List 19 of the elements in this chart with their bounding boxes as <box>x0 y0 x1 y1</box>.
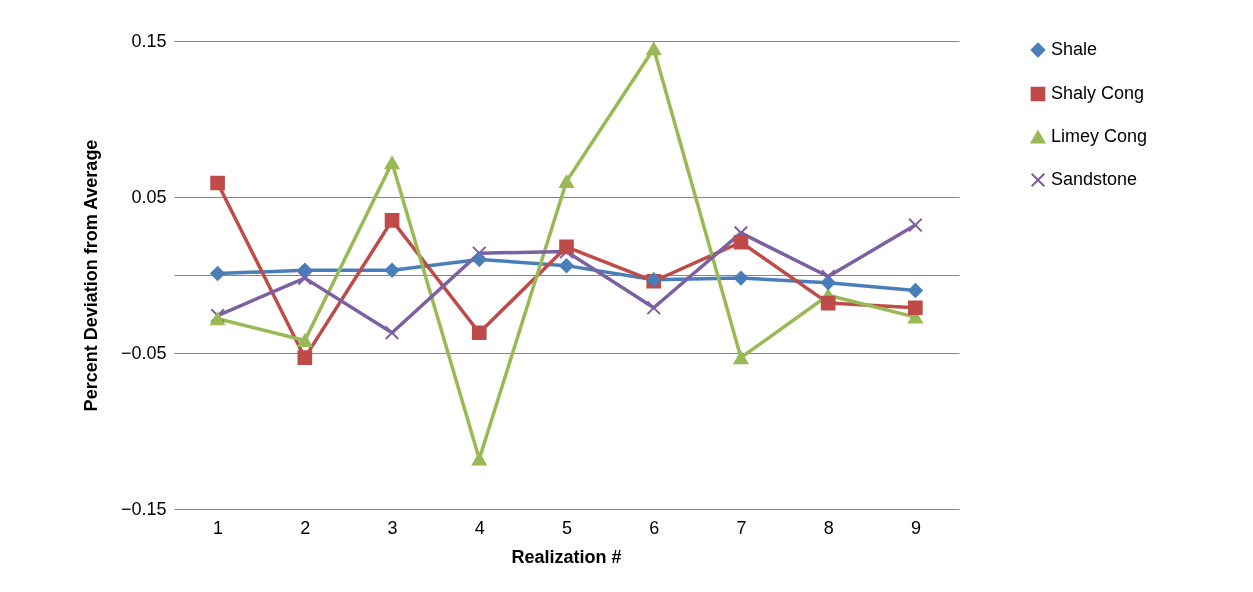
y-tick-label: −0.15 <box>120 498 167 519</box>
legend-label: Shaly Cong <box>1051 83 1145 103</box>
legend-label: Shale <box>1051 39 1098 59</box>
y-tick-label: 0.15 <box>131 30 167 51</box>
y-axis-title: Percent Deviation from Average <box>80 139 101 412</box>
x-axis-title: Realization # <box>511 547 622 567</box>
y-tick-label: 0.05 <box>131 186 167 207</box>
legend-label: Limey Cong <box>1051 126 1148 146</box>
x-tick-label: 2 <box>300 517 311 538</box>
x-tick-label: 1 <box>213 517 224 538</box>
x-tick-label: 9 <box>910 517 921 538</box>
x-tick-label: 6 <box>649 517 660 538</box>
x-tick-label: 7 <box>736 517 747 538</box>
x-tick-label: 5 <box>561 517 573 538</box>
x-tick-label: 3 <box>387 517 398 538</box>
x-tick-label: 8 <box>823 517 834 538</box>
y-tick-label: −0.05 <box>120 342 167 363</box>
x-tick-label: 4 <box>474 517 485 538</box>
legend-label: Sandstone <box>1051 169 1138 189</box>
